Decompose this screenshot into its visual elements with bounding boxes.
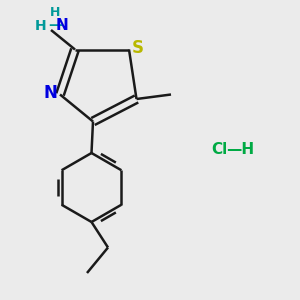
Text: N: N [55,18,68,33]
Text: H: H [50,5,61,19]
Text: —H: —H [226,142,254,158]
Text: Cl: Cl [211,142,227,158]
Text: H: H [35,19,46,32]
Text: S: S [132,39,144,57]
Text: N: N [43,84,57,102]
Text: —: — [48,19,62,32]
